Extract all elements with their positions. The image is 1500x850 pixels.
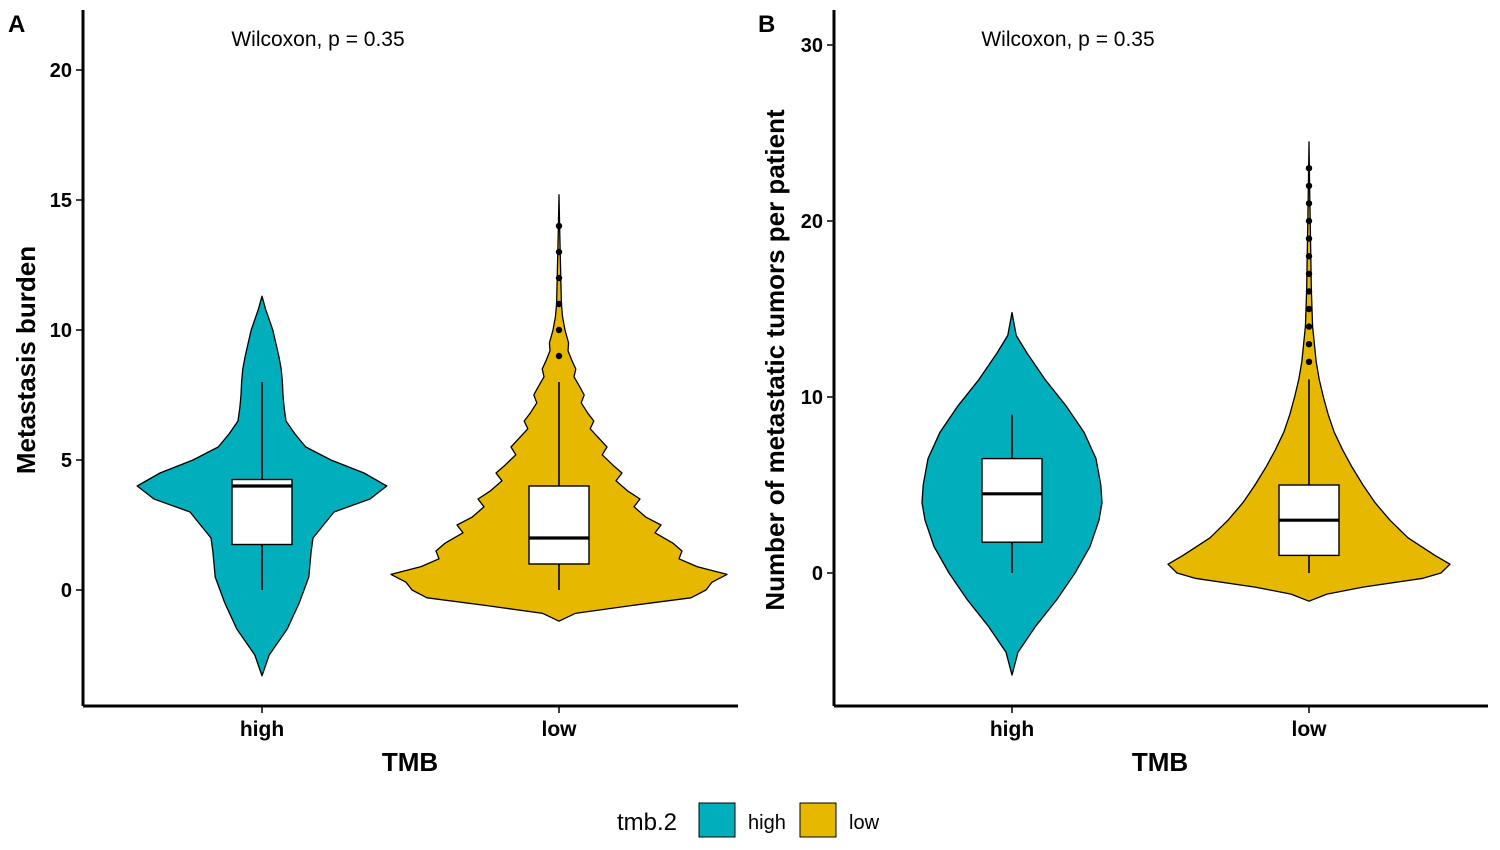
panel-b: B Wilcoxon, p = 0.35 Number of metastati… — [758, 10, 1488, 777]
outlier-point — [1305, 165, 1313, 172]
panel-a-label: A — [8, 11, 25, 38]
y-tick-label: 10 — [50, 320, 72, 342]
y-tick-label: 20 — [801, 211, 823, 233]
outlier-point — [1305, 305, 1313, 313]
panel-a-plot-area: 0 5 10 15 20 — [50, 10, 738, 713]
box-high — [981, 457, 1043, 543]
outlier-point — [1305, 235, 1313, 242]
panel-b-ylabel: Number of metastatic tumors per patient — [760, 109, 790, 611]
outlier-point — [555, 352, 563, 360]
outlier-point — [555, 300, 563, 308]
box-high — [231, 478, 293, 546]
panel-b-xtick-low: low — [1292, 718, 1328, 741]
outlier-point — [1305, 182, 1313, 189]
legend-label-low: low — [849, 812, 880, 834]
panel-b-xlabel: TMB — [1132, 747, 1188, 777]
box-low — [528, 485, 590, 565]
panel-b-annotation: Wilcoxon, p = 0.35 — [981, 28, 1154, 51]
outlier-point — [1305, 288, 1313, 295]
y-tick-label: 15 — [50, 190, 72, 212]
legend-key-high — [698, 802, 736, 838]
panel-a-xtick-low: low — [542, 718, 578, 741]
y-tick-label: 5 — [61, 450, 72, 472]
legend-label-high: high — [748, 812, 786, 834]
outlier-point — [1305, 323, 1313, 330]
legend-title: tmb.2 — [617, 809, 677, 836]
y-tick-label: 20 — [50, 60, 72, 82]
panel-b-xtick-high: high — [990, 718, 1034, 741]
panel-b-plot-area: 0 10 20 30 — [801, 10, 1488, 713]
panel-b-label: B — [758, 11, 775, 38]
panel-a-ylabel: Metastasis burden — [11, 246, 41, 474]
outlier-point — [1305, 217, 1313, 225]
panel-a: A Wilcoxon, p = 0.35 Metastasis burden T… — [8, 10, 738, 777]
panel-a-xlabel: TMB — [382, 747, 438, 777]
panel-a-annotation: Wilcoxon, p = 0.35 — [231, 28, 404, 51]
y-tick-label: 10 — [801, 387, 823, 409]
outlier-point — [555, 248, 563, 256]
outlier-point — [555, 326, 563, 334]
outlier-point — [555, 274, 563, 282]
legend-key-low — [799, 802, 837, 838]
y-tick-label: 0 — [812, 563, 823, 585]
legend: tmb.2 high low — [617, 802, 880, 838]
y-tick-label: 30 — [801, 35, 823, 57]
outlier-point — [1305, 270, 1313, 277]
outlier-point — [1305, 200, 1313, 207]
panel-a-xtick-high: high — [240, 718, 284, 741]
y-tick-label: 0 — [61, 580, 72, 602]
violin-low — [1167, 141, 1451, 602]
outlier-point — [1305, 253, 1313, 260]
outlier-point — [1305, 358, 1313, 365]
outlier-point — [555, 222, 563, 230]
outlier-point — [1305, 341, 1313, 348]
